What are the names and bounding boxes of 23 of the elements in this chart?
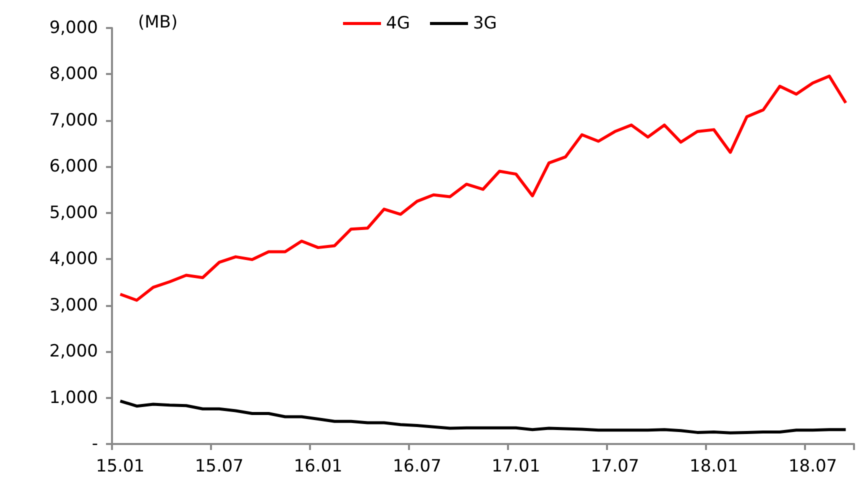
x-tick-label: 18.01 bbox=[690, 456, 738, 476]
y-tick-label: 3,000 bbox=[49, 295, 98, 316]
annotation: (MB) bbox=[138, 12, 178, 32]
line-series bbox=[118, 400, 848, 434]
y-tick-label: 7,000 bbox=[49, 110, 98, 130]
y-tick-label: 6,000 bbox=[49, 156, 98, 177]
x-tick-label: 17.01 bbox=[492, 456, 540, 476]
y-tick-label: 8,000 bbox=[49, 64, 98, 84]
line-series bbox=[118, 74, 848, 302]
x-tick-label: 17.07 bbox=[590, 456, 640, 476]
x-tick-label: 18.07 bbox=[788, 456, 838, 476]
y-tick-label: 5,000 bbox=[49, 202, 98, 223]
x-tick-label: 15.01 bbox=[96, 456, 145, 476]
y-tick-label: 4,000 bbox=[49, 249, 98, 270]
y-tick-label: 2,000 bbox=[49, 342, 98, 362]
legend-label: 4G bbox=[386, 14, 410, 34]
y-tick-label: - bbox=[92, 434, 98, 454]
x-tick-label: 16.01 bbox=[294, 456, 342, 476]
y-tick-label: 1,000 bbox=[49, 388, 98, 408]
x-tick-label: 15.07 bbox=[194, 456, 244, 476]
legend-label: 3G bbox=[472, 14, 497, 34]
x-tick-label: 16.07 bbox=[392, 456, 442, 476]
y-tick-label: 9,000 bbox=[49, 18, 98, 38]
